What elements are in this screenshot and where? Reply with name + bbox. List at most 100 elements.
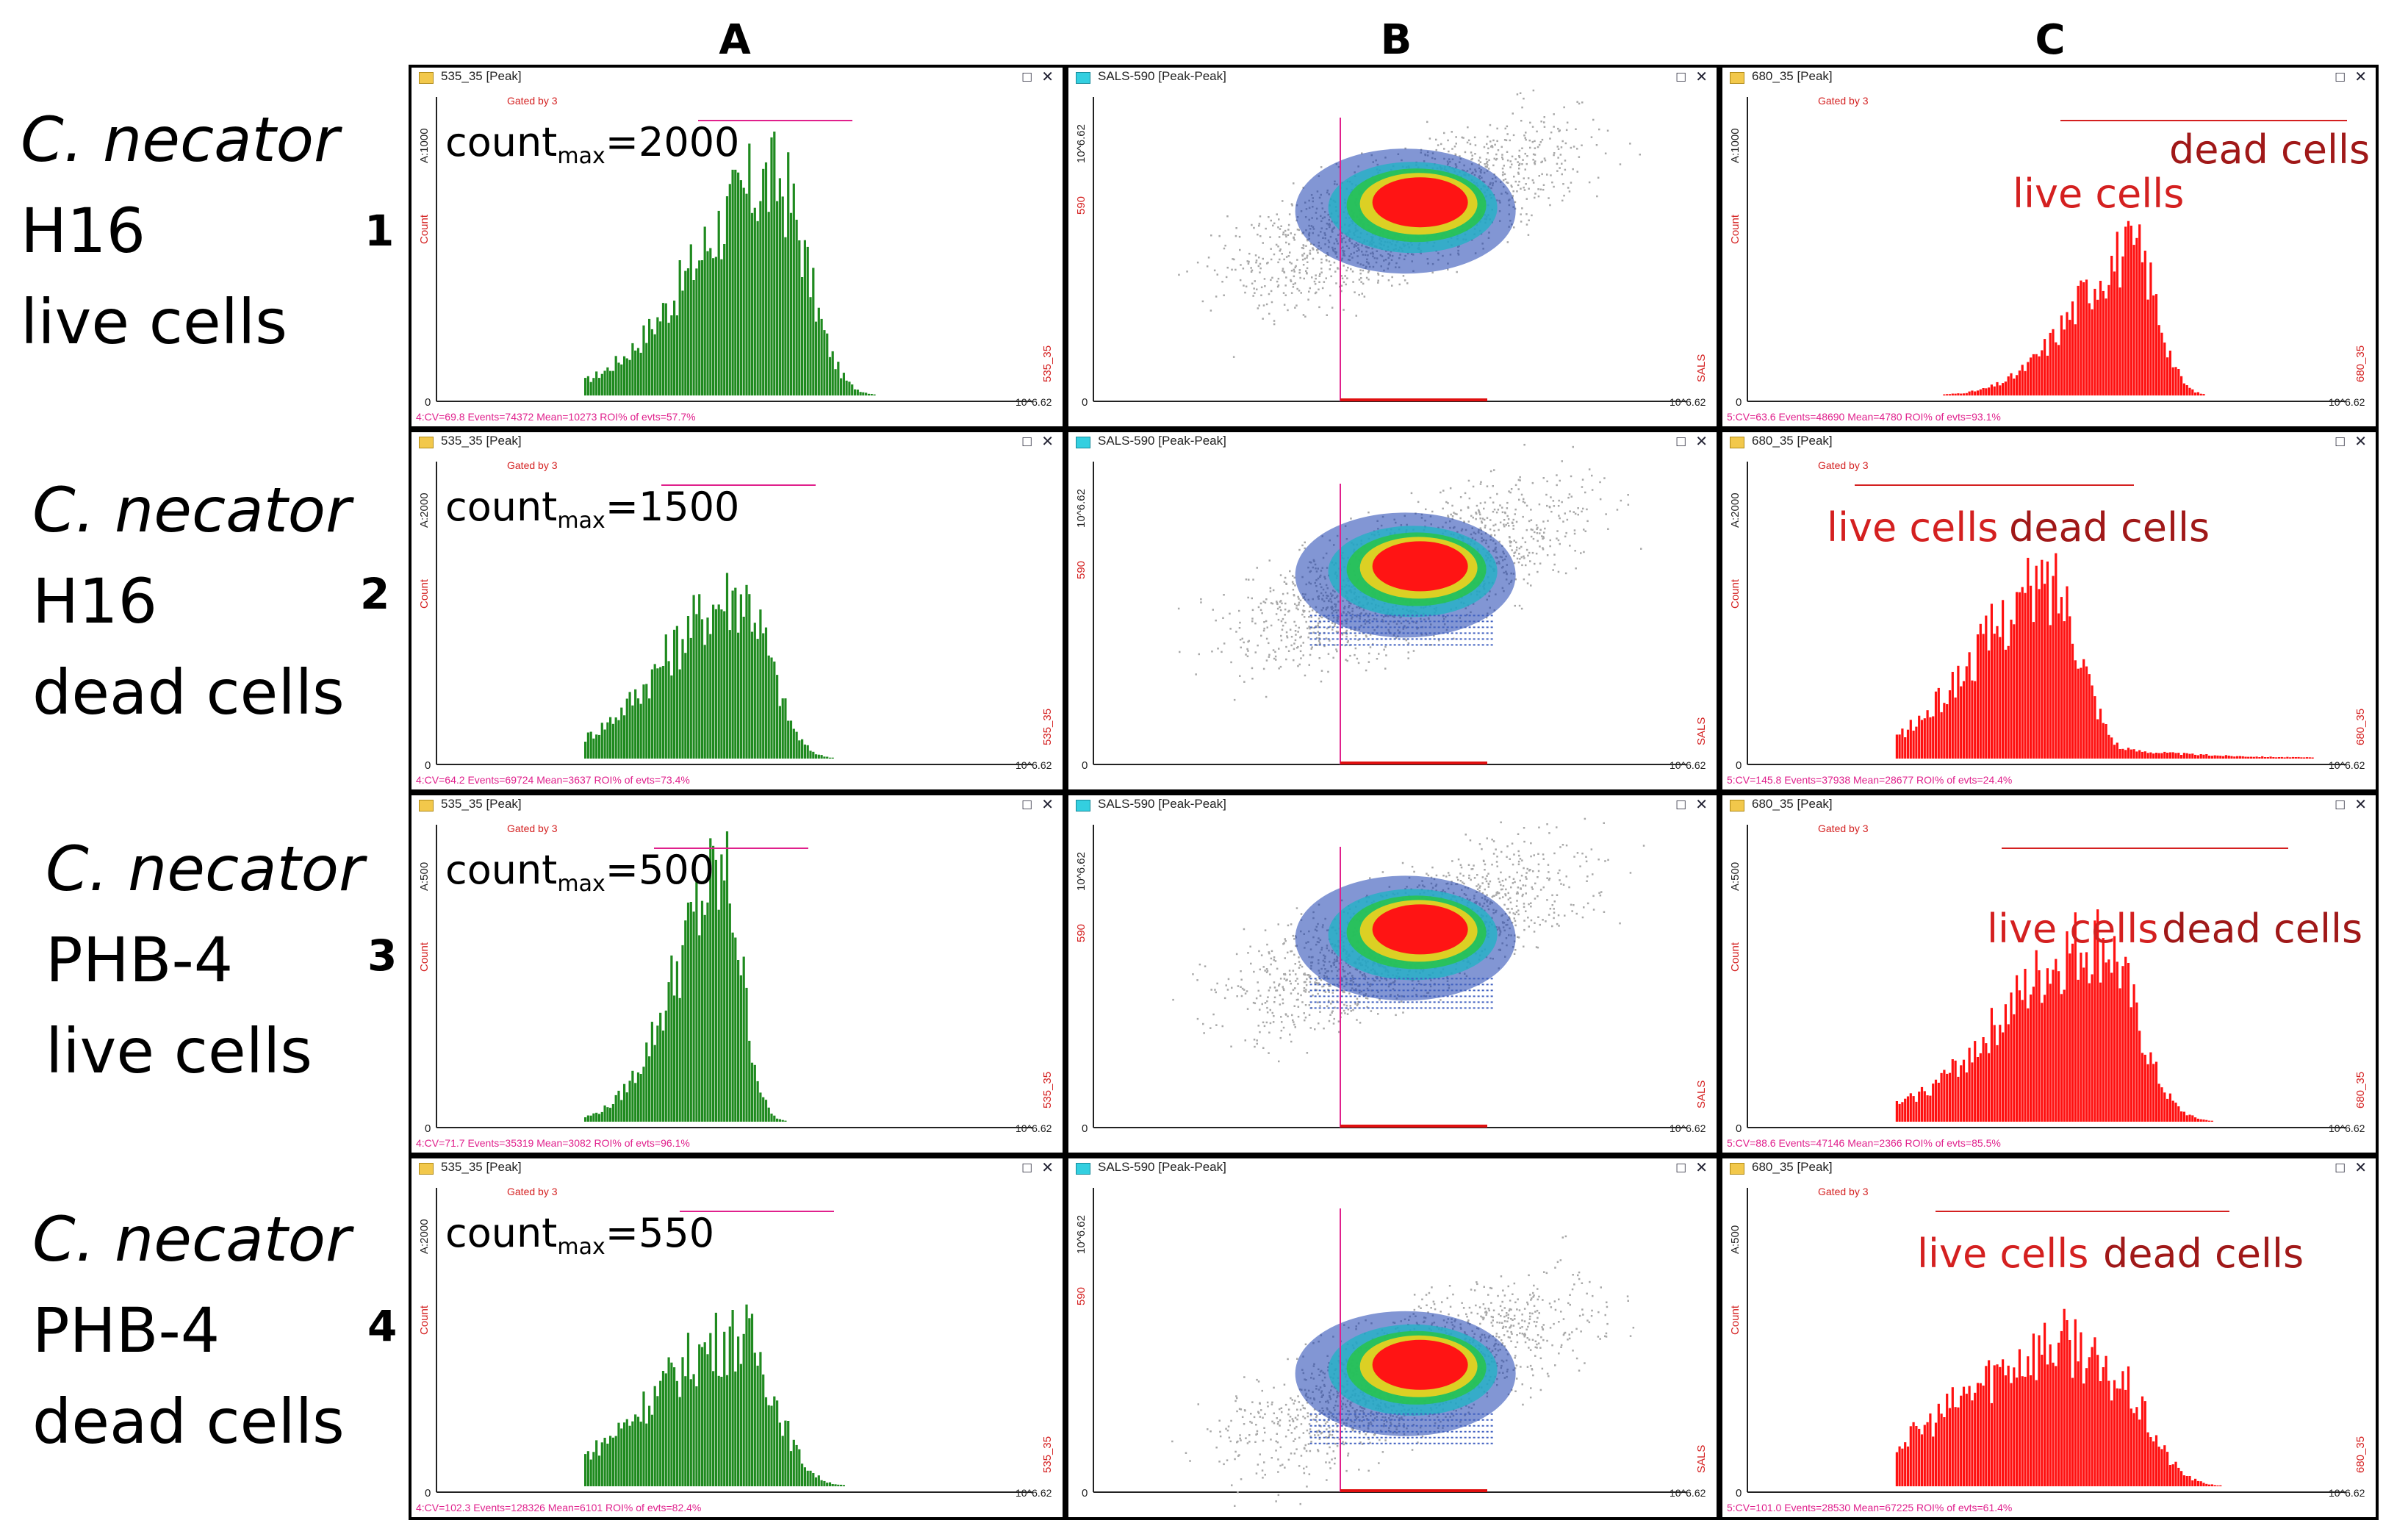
- panel-b2[interactable]: SALS-590 [Peak-Peak] □ ✕ 0 10^6.62 10^6.62 59…: [1065, 429, 1719, 792]
- panel-b1[interactable]: SALS-590 [Peak-Peak] □ ✕ 0 10^6.62 10^6.62 59…: [1065, 65, 1719, 429]
- scatter-point: [1542, 520, 1545, 523]
- scatter-point: [1639, 154, 1641, 156]
- scatter-point: [1272, 224, 1274, 227]
- scatter-point: [1289, 251, 1291, 254]
- scatter-point: [1270, 219, 1272, 222]
- scatter-point: [1251, 678, 1254, 680]
- panel-a2[interactable]: 535_35 [Peak] □ ✕ 0 10^6.62 A:2000 Count 535_3…: [409, 429, 1065, 792]
- window-controls[interactable]: □ ✕: [1022, 69, 1057, 85]
- scatter-point: [1537, 526, 1539, 529]
- scatter-point: [1295, 973, 1297, 975]
- scatter-point: [1177, 607, 1180, 610]
- window-controls[interactable]: □ ✕: [1022, 434, 1057, 450]
- histogram-bar: [2124, 750, 2127, 759]
- histogram-bar: [2113, 271, 2116, 395]
- histogram-bar: [2041, 350, 2044, 395]
- scatter-point: [1210, 234, 1212, 237]
- histogram-bar: [2066, 586, 2069, 759]
- histogram-bar: [653, 664, 656, 759]
- panel-a1[interactable]: 535_35 [Peak] □ ✕ 0 10^6.62 A:1000 Count 535_3…: [409, 65, 1065, 429]
- scatter-point: [1509, 491, 1512, 494]
- scatter-point: [1487, 147, 1489, 150]
- scatter-point: [1464, 834, 1467, 836]
- scatter-point: [1337, 631, 1339, 634]
- scatter-point: [1257, 265, 1260, 268]
- panel-b3[interactable]: SALS-590 [Peak-Peak] □ ✕ 0 10^6.62 10^6.62 59…: [1065, 792, 1719, 1156]
- scatter-point: [1293, 648, 1295, 651]
- scatter-point: [1521, 106, 1523, 109]
- window-controls[interactable]: □ ✕: [2335, 69, 2370, 85]
- live-cells-label: live cells: [2013, 171, 2184, 217]
- scatter-point: [1317, 624, 1319, 626]
- scatter-point: [1304, 541, 1306, 544]
- scatter-point: [1268, 1031, 1271, 1033]
- panel-c1[interactable]: 680_35 [Peak] □ ✕ 0 10^6.62 A:1000 Count 680_3…: [1719, 65, 2379, 429]
- scatter-point: [1300, 292, 1302, 294]
- window-controls[interactable]: □ ✕: [1022, 797, 1057, 813]
- scatter-point: [1252, 1001, 1255, 1004]
- window-controls[interactable]: □ ✕: [1676, 797, 1711, 813]
- scatter-point: [1413, 870, 1415, 873]
- scatter-point: [1325, 637, 1328, 639]
- scatter-point: [1298, 603, 1300, 606]
- histogram-bar: [750, 212, 754, 395]
- scatter-point: [1512, 863, 1514, 866]
- histogram-bar: [636, 1072, 640, 1122]
- scatter-point: [1366, 1006, 1368, 1008]
- scatter-point: [1469, 143, 1472, 146]
- scatter-point: [1518, 162, 1521, 165]
- scatter-point: [1318, 306, 1320, 309]
- stats-line: 4:CV=69.8 Events=74372 Mean=10273 ROI% o…: [416, 411, 696, 423]
- scatter-point: [1478, 160, 1480, 162]
- scatter-point: [1290, 644, 1293, 647]
- histogram-bar: [1985, 615, 1988, 759]
- window-controls[interactable]: □ ✕: [1676, 434, 1711, 450]
- scatter-point: [1326, 627, 1329, 630]
- scatter-point: [1479, 527, 1482, 529]
- panel-title: SALS-590 [Peak-Peak]: [1098, 434, 1226, 448]
- scatter-point: [1268, 656, 1271, 658]
- scatter-point: [1556, 146, 1559, 148]
- scatter-point: [1279, 994, 1282, 997]
- histogram-bar: [673, 629, 676, 759]
- scatter-point: [1385, 654, 1387, 656]
- histogram-bar: [656, 317, 659, 395]
- scatter-point: [1523, 578, 1525, 581]
- scatter-point: [1331, 307, 1334, 309]
- histogram-bar: [1979, 389, 1982, 395]
- scatter-point: [1232, 356, 1235, 358]
- scatter-point: [1513, 917, 1515, 920]
- scatter-point: [1304, 674, 1307, 677]
- histogram-bar: [2030, 585, 2033, 759]
- scatter-point: [1302, 642, 1304, 644]
- scatter-point: [1549, 204, 1551, 207]
- scatter-point: [1345, 1004, 1348, 1007]
- scatter-point: [1518, 164, 1520, 167]
- scatter-point: [1530, 842, 1532, 845]
- scatter-point: [1509, 541, 1512, 544]
- scatter-point: [1306, 267, 1309, 270]
- scatter-point: [1503, 519, 1506, 521]
- window-controls[interactable]: □ ✕: [1676, 69, 1711, 85]
- window-controls[interactable]: □ ✕: [2335, 434, 2370, 450]
- panel-a3[interactable]: 535_35 [Peak] □ ✕ 0 10^6.62 A:500 Count 535_35…: [409, 792, 1065, 1156]
- scatter-point: [1512, 134, 1515, 137]
- scatter-point: [1279, 609, 1282, 612]
- scatter-point: [1354, 647, 1357, 650]
- scatter-point: [1369, 646, 1372, 648]
- histogram-bar: [2002, 600, 2005, 759]
- histogram-bar: [845, 380, 848, 395]
- histogram-bar: [2244, 756, 2247, 759]
- scatter-point: [1293, 236, 1295, 239]
- scatter-point: [1503, 523, 1505, 526]
- histogram-bar: [653, 334, 656, 395]
- scatter-point: [1354, 291, 1356, 293]
- scatter-point: [1573, 904, 1575, 906]
- scatter-point: [1283, 581, 1286, 583]
- panel-c2[interactable]: 680_35 [Peak] □ ✕ 0 10^6.62 A:2000 Count 680_3…: [1719, 429, 2379, 792]
- histogram-bar: [2272, 757, 2275, 759]
- scatter-point: [1318, 634, 1320, 637]
- scatter-point: [1295, 980, 1297, 982]
- scatter-point: [1285, 658, 1287, 661]
